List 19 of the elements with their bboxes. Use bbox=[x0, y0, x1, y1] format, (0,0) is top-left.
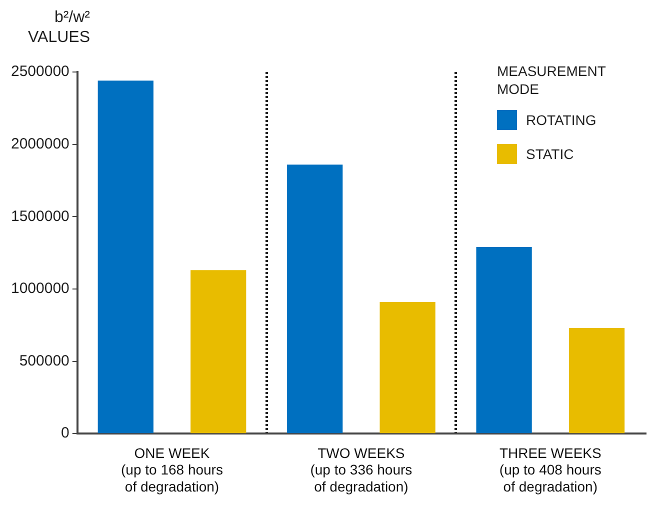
bar bbox=[190, 270, 246, 434]
y-tick-label: 0 bbox=[61, 424, 70, 442]
bar bbox=[380, 302, 436, 434]
legend-title: MEASUREMENT MODE bbox=[497, 62, 607, 98]
y-axis-title: b²/w² VALUES bbox=[27, 8, 90, 48]
y-tick-label: 2000000 bbox=[10, 135, 70, 152]
x-tick-label: THREE WEEKS (up to 408 hours of degradation) bbox=[499, 444, 602, 494]
x-tick-label: ONE WEEK (up to 168 hours of degradation) bbox=[121, 444, 223, 494]
bar bbox=[287, 164, 343, 434]
y-tick-label: 1000000 bbox=[10, 280, 70, 298]
y-tick-label: 500000 bbox=[19, 352, 70, 370]
bar bbox=[98, 80, 154, 434]
legend-label: STATIC bbox=[526, 146, 574, 162]
legend-label: ROTATING bbox=[526, 112, 596, 128]
bar bbox=[476, 247, 532, 434]
y-tick-label: 2500000 bbox=[10, 63, 70, 80]
bar bbox=[568, 328, 625, 434]
x-tick-label: TWO WEEKS (up to 336 hours of degradation) bbox=[310, 444, 412, 494]
y-tick-label: 1500000 bbox=[10, 208, 70, 225]
